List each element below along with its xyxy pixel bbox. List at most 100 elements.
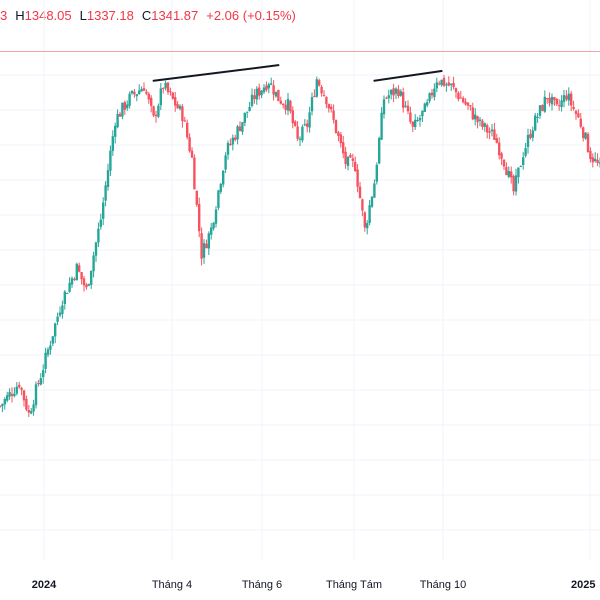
candle-body [409, 112, 412, 122]
candle-body [138, 90, 141, 95]
candle-body [150, 97, 153, 106]
candle-body [565, 95, 568, 100]
candle [75, 262, 78, 281]
candle [10, 387, 14, 403]
candle-body [116, 113, 119, 128]
candle [8, 388, 11, 400]
candle-body [253, 95, 256, 100]
candle-body [258, 87, 261, 96]
candle-body [54, 323, 57, 337]
candle-body [51, 336, 54, 344]
trend-lines-layer[interactable] [152, 64, 443, 82]
candle [205, 239, 208, 249]
candle-body [483, 123, 486, 127]
candle-body [265, 85, 268, 91]
candle [217, 189, 220, 211]
candle [459, 90, 462, 99]
candle-body [411, 121, 414, 127]
candle [70, 276, 74, 288]
candle [176, 101, 179, 109]
candle-body [392, 88, 395, 96]
candle [178, 104, 182, 111]
candle [0, 405, 2, 408]
candle-body [459, 97, 462, 99]
candle-body [241, 122, 244, 132]
candle-body [397, 89, 400, 97]
candle [567, 87, 570, 106]
candle [73, 277, 76, 281]
candle [500, 151, 503, 165]
candle [123, 100, 126, 115]
candle [538, 104, 542, 119]
candle [18, 381, 21, 389]
candle [464, 98, 467, 106]
candle-body [387, 95, 390, 99]
high-key: H [15, 8, 25, 23]
candle-body [82, 278, 86, 286]
candle [337, 130, 340, 142]
candle-body [462, 97, 465, 103]
candle-body [586, 133, 590, 153]
candle-body [490, 129, 494, 132]
candle [80, 271, 83, 285]
candle-body [157, 105, 160, 117]
candle [188, 133, 191, 153]
candle [416, 116, 419, 122]
candle [291, 106, 294, 129]
candle-body [418, 117, 422, 121]
candle-body [404, 105, 407, 107]
candle [27, 404, 30, 417]
candle-body [433, 88, 436, 98]
candle-body [267, 84, 270, 89]
candle [97, 222, 100, 248]
candle-body [579, 118, 582, 127]
trend-line[interactable] [373, 70, 443, 82]
candle [546, 97, 549, 104]
candle [474, 108, 477, 126]
candle [267, 82, 270, 94]
candle [322, 90, 326, 97]
candle [202, 239, 206, 264]
candle [159, 83, 162, 111]
candle [361, 198, 364, 217]
candle [102, 197, 105, 226]
candle-body [195, 190, 198, 205]
candle-body [46, 349, 50, 355]
candle [550, 93, 554, 111]
x-axis: 2024 Tháng 4 Tháng 6 Tháng Tám Tháng 10 2025 [32, 579, 596, 591]
candle-body [154, 114, 158, 117]
candle [469, 105, 472, 111]
candle-body [202, 243, 206, 258]
candle [414, 114, 417, 130]
candle-body [289, 100, 292, 112]
candle-body [219, 183, 222, 192]
candle-body [27, 410, 30, 413]
trend-line[interactable] [152, 64, 280, 82]
candle [49, 340, 52, 355]
candle [591, 153, 594, 168]
candle [344, 146, 347, 169]
candle [279, 96, 282, 105]
candle-body [152, 106, 155, 116]
candle [440, 79, 443, 87]
candle [375, 162, 378, 185]
ohlc-legend: 3 H 1348.05 L 1337.18 C 1341.87 +2.06 (+… [0, 8, 296, 28]
candle-body [464, 101, 467, 105]
candle [356, 164, 359, 193]
candle-body [582, 127, 585, 138]
candle [488, 127, 491, 140]
candle-body [517, 167, 520, 178]
candle [466, 102, 470, 110]
candle-body [94, 242, 98, 256]
candle [198, 197, 201, 238]
candle [164, 80, 167, 91]
high-value: 1348.05 [24, 8, 72, 23]
candle [85, 282, 88, 290]
candle-body [78, 265, 81, 272]
candle [152, 105, 155, 118]
candle-body [313, 96, 316, 98]
candle [418, 114, 422, 127]
candle [303, 119, 306, 127]
x-tick-label: Tháng 10 [420, 579, 466, 591]
